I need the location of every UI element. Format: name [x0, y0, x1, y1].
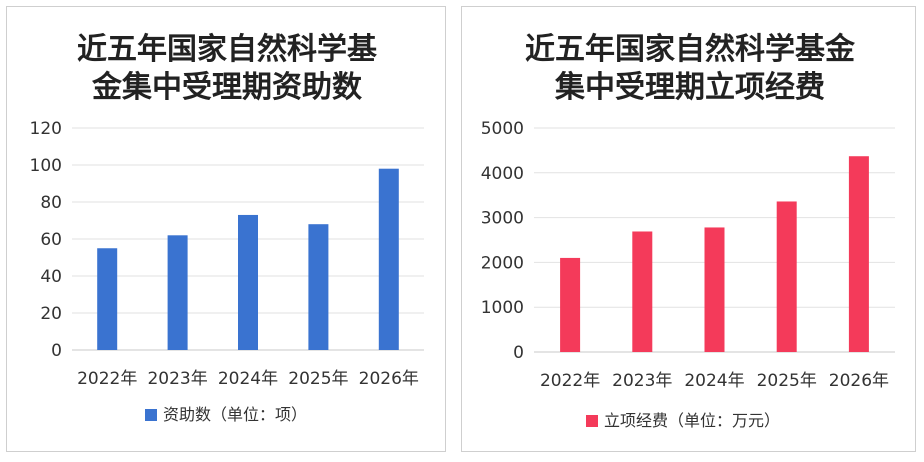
chart-panel-project-funding: 近五年国家自然科学基金 集中受理期立项经费 0 1000 2000 3000 4000 5…: [461, 6, 916, 452]
chart-title-line2: 金集中受理期资助数: [91, 70, 363, 105]
y-tick-label: 0: [51, 341, 62, 361]
x-tick-label: 2022年: [77, 369, 137, 389]
x-tick-label: 2026年: [359, 369, 419, 389]
y-tick-label: 20: [40, 304, 62, 324]
funded-projects-chart: 近五年国家自然科学基 金集中受理期资助数 0 20 40 60 80 100 120 2022…: [30, 32, 424, 424]
y-tick-label: 3000: [481, 209, 524, 229]
x-tick-label: 2024年: [218, 369, 278, 389]
y-tick-label: 100: [30, 156, 62, 176]
bar: [167, 235, 188, 350]
bar: [632, 231, 653, 352]
x-tick-label: 2024年: [684, 371, 744, 391]
plot-area: 0 20 40 60 80 100 120 2022年 2023年 2024年 2025年 2026年: [30, 119, 424, 389]
x-tick-label: 2023年: [147, 369, 207, 389]
x-tick-label: 2025年: [757, 371, 817, 391]
legend-label: 资助数（单位：项）: [163, 405, 307, 424]
y-tick-label: 60: [40, 230, 62, 250]
y-tick-label: 0: [513, 343, 524, 363]
x-tick-label: 2026年: [829, 371, 889, 391]
legend-swatch: [145, 409, 157, 421]
legend-label: 立项经费（单位：万元）: [604, 411, 780, 430]
bar: [308, 224, 329, 350]
project-funding-chart: 近五年国家自然科学基金 集中受理期立项经费 0 1000 2000 3000 4000 5…: [481, 32, 895, 430]
bar: [97, 248, 118, 350]
bar: [560, 257, 581, 352]
bar: [378, 168, 399, 350]
y-tick-label: 4000: [481, 164, 524, 184]
y-tick-label: 40: [40, 267, 62, 287]
bar: [704, 227, 725, 352]
legend: 立项经费（单位：万元）: [586, 411, 780, 430]
y-tick-label: 5000: [481, 119, 524, 139]
y-tick-label: 120: [30, 119, 62, 139]
bar: [776, 201, 797, 352]
chart-panel-funded-projects: 近五年国家自然科学基 金集中受理期资助数 0 20 40 60 80 100 120 2022…: [6, 6, 446, 452]
y-tick-label: 1000: [481, 298, 524, 318]
legend: 资助数（单位：项）: [145, 405, 307, 424]
chart-title-line1: 近五年国家自然科学基: [77, 32, 377, 67]
chart-title-line2: 集中受理期立项经费: [554, 70, 825, 105]
chart-title-line1: 近五年国家自然科学基金: [525, 32, 856, 67]
y-tick-label: 80: [40, 193, 62, 213]
y-tick-label: 2000: [481, 253, 524, 273]
x-tick-label: 2023年: [612, 371, 672, 391]
bar: [238, 214, 258, 350]
x-tick-label: 2022年: [540, 371, 600, 391]
x-tick-label: 2025年: [288, 369, 348, 389]
bar: [848, 156, 869, 352]
legend-swatch: [586, 415, 598, 427]
plot-area: 0 1000 2000 3000 4000 5000 2022年 2023年 2024年 2025…: [481, 119, 895, 391]
